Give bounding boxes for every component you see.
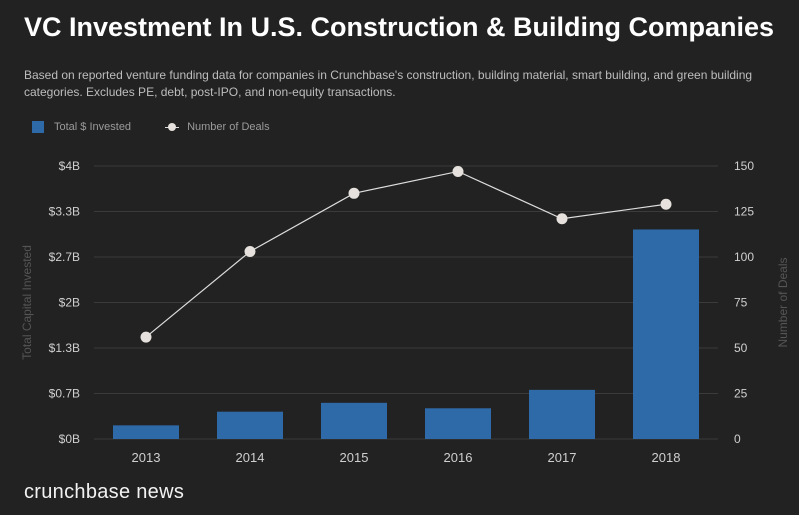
x-tick-label: 2013 bbox=[132, 450, 161, 465]
x-tick-label: 2014 bbox=[236, 450, 265, 465]
chart-title: VC Investment In U.S. Construction & Bui… bbox=[24, 12, 775, 42]
x-tick-label: 2018 bbox=[652, 450, 681, 465]
legend-label-invested: Total $ Invested bbox=[54, 121, 132, 133]
y-tick-label-left: $2B bbox=[59, 296, 80, 310]
x-tick-label: 2016 bbox=[444, 450, 473, 465]
bar bbox=[113, 425, 179, 439]
y-tick-label-right: 50 bbox=[734, 341, 748, 355]
x-tick-label: 2017 bbox=[548, 450, 577, 465]
y-tick-label-left: $3.3B bbox=[49, 205, 80, 219]
legend-bar-swatch bbox=[32, 121, 44, 133]
y-tick-label-right: 25 bbox=[734, 387, 748, 401]
deals-point bbox=[140, 331, 152, 343]
bar bbox=[425, 408, 491, 439]
deals-point bbox=[348, 187, 360, 199]
y-tick-label-left: $0B bbox=[59, 432, 80, 446]
bar bbox=[633, 229, 699, 439]
legend-item-invested: Total $ Invested bbox=[32, 121, 131, 133]
deals-point bbox=[452, 165, 464, 177]
y-tick-label-left: $1.3B bbox=[49, 341, 80, 355]
y-tick-label-right: 150 bbox=[734, 159, 754, 173]
y-tick-label-right: 0 bbox=[734, 432, 741, 446]
brand-logo-text: crunchbase news bbox=[24, 481, 185, 503]
bar bbox=[321, 402, 387, 439]
y-tick-label-right: 125 bbox=[734, 205, 754, 219]
legend-item-deals: Number of Deals bbox=[165, 121, 270, 133]
y-tick-label-right: 100 bbox=[734, 250, 754, 264]
y-axis-title-left: Total Capital Invested bbox=[20, 245, 34, 360]
deals-point bbox=[244, 246, 256, 258]
legend: Total $ Invested Number of Deals bbox=[32, 121, 304, 133]
y-tick-label-left: $0.7B bbox=[49, 387, 80, 401]
deals-point bbox=[556, 213, 568, 225]
y-axis-title-right: Number of Deals bbox=[776, 257, 790, 347]
bar bbox=[529, 389, 595, 439]
y-tick-label-right: 75 bbox=[734, 296, 748, 310]
bar bbox=[217, 411, 283, 439]
legend-line-swatch bbox=[165, 123, 180, 131]
x-tick-label: 2015 bbox=[340, 450, 369, 465]
chart-subtitle: Based on reported venture funding data f… bbox=[24, 68, 753, 99]
y-tick-label-left: $4B bbox=[59, 159, 80, 173]
deals-point bbox=[660, 198, 672, 210]
legend-label-deals: Number of Deals bbox=[187, 121, 270, 133]
deals-line bbox=[145, 170, 667, 338]
y-tick-label-left: $2.7B bbox=[49, 250, 80, 264]
